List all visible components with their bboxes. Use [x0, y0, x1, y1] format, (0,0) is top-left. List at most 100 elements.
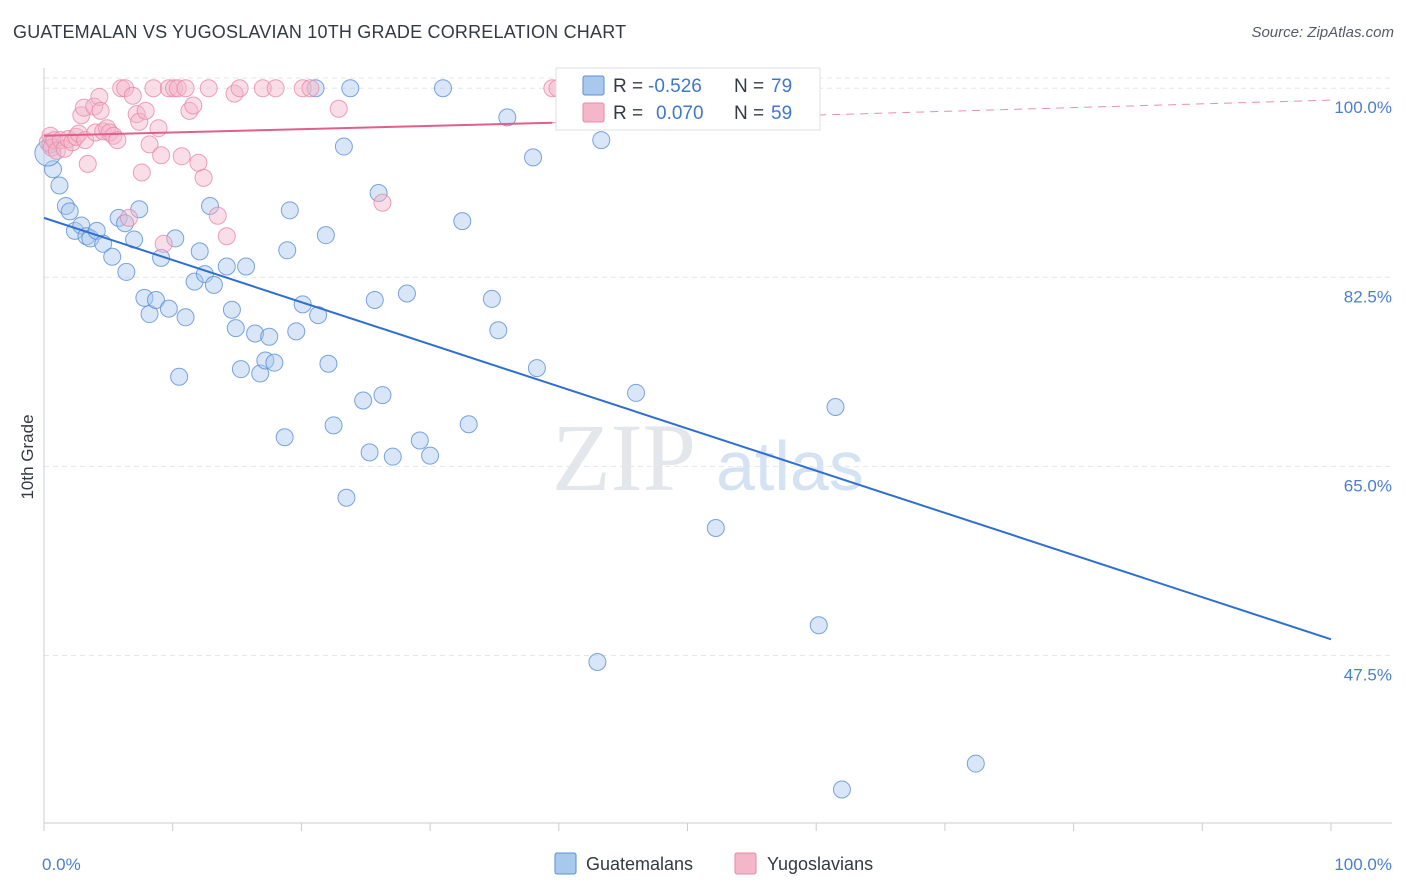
chart-title: GUATEMALAN VS YUGOSLAVIAN 10TH GRADE COR… [13, 22, 627, 42]
y-tick-labels: 100.0% 82.5% 65.0% 47.5% [1334, 98, 1392, 684]
x-tick-label: 0.0% [42, 855, 81, 874]
data-point [194, 168, 213, 187]
data-point [253, 79, 272, 98]
data-point [78, 154, 97, 173]
data-point [189, 153, 208, 172]
data-point [280, 201, 299, 220]
data-point [144, 79, 163, 98]
data-point [217, 257, 236, 276]
data-point [301, 79, 320, 98]
data-point [706, 519, 725, 538]
data-point [140, 135, 159, 154]
axes [43, 68, 1392, 831]
data-point [354, 391, 373, 410]
data-point [76, 131, 95, 150]
data-point [329, 99, 348, 118]
data-point [132, 163, 151, 182]
data-point [176, 308, 195, 327]
data-point [316, 226, 335, 245]
legend-swatch-pink [582, 102, 605, 123]
data-point [184, 96, 203, 115]
legend-pink-n-label: N = [734, 103, 764, 124]
y-tick-label: 82.5% [1344, 287, 1392, 306]
data-point [341, 79, 360, 98]
data-point [172, 147, 191, 166]
data-point [397, 284, 416, 303]
data-point [966, 754, 985, 773]
data-point [498, 108, 517, 127]
x-tick-label: 100.0% [1334, 855, 1392, 874]
watermark-atlas: atlas [716, 427, 864, 505]
data-point [588, 652, 607, 671]
data-point [826, 397, 845, 416]
data-point [159, 299, 178, 318]
data-point [231, 360, 250, 379]
data-point [201, 196, 220, 215]
data-point [383, 447, 402, 466]
data-point [226, 319, 245, 338]
data-point [135, 288, 154, 307]
legend-blue-n-label: N = [734, 76, 764, 97]
data-point [225, 84, 244, 103]
data-point [230, 79, 249, 98]
data-point [275, 428, 294, 447]
data-point [237, 257, 256, 276]
data-point [116, 79, 135, 98]
data-point [117, 262, 136, 281]
data-point [287, 322, 306, 341]
watermark: ZIP atlas [552, 404, 864, 511]
data-point [373, 193, 392, 212]
legend-item-guatemalans-swatch [554, 852, 577, 875]
data-point [809, 616, 828, 635]
legend-pink-r-label: R = [613, 103, 643, 124]
trend-line-yugoslavians [43, 121, 553, 137]
data-point [459, 415, 478, 434]
data-point [103, 247, 122, 266]
data-point [832, 780, 851, 799]
data-point [524, 148, 543, 167]
legend-pink-n-value: 59 [771, 103, 792, 124]
y-axis-label: 10th Grade [18, 414, 37, 499]
data-point [50, 176, 69, 195]
data-point [527, 359, 546, 378]
data-point [592, 131, 611, 150]
data-point [369, 184, 388, 203]
data-point [72, 106, 91, 125]
data-point [130, 112, 149, 131]
data-point [319, 354, 338, 373]
data-point [266, 79, 285, 98]
chart-source: Source: ZipAtlas.com [1251, 24, 1394, 41]
data-point [42, 138, 61, 157]
data-point [410, 431, 429, 450]
legend-blue-r-label: R = [613, 76, 643, 97]
data-point [256, 351, 275, 370]
data-point [337, 488, 356, 507]
legend-blue-n-value: 79 [771, 76, 792, 97]
data-point [421, 446, 440, 465]
stats-legend: R = -0.526 N = 79 R = 0.070 N = 59 [555, 67, 821, 131]
legend-blue-r-value: -0.526 [648, 76, 702, 97]
series-guatemalans [34, 79, 985, 799]
data-point [152, 248, 171, 267]
data-point [91, 101, 110, 120]
data-point [217, 227, 236, 246]
legend-pink-r-value: 0.070 [656, 103, 704, 124]
data-point [47, 141, 66, 160]
legend-item-yugoslavians-swatch [734, 852, 757, 875]
data-point [265, 353, 284, 372]
data-point [260, 327, 279, 346]
data-point [222, 300, 241, 319]
data-point [60, 202, 79, 221]
data-point [190, 242, 209, 261]
data-point [306, 79, 325, 98]
y-tick-label: 65.0% [1344, 476, 1392, 495]
x-tick-labels: 0.0% 100.0% [42, 855, 1392, 874]
data-point [278, 241, 297, 260]
data-point [119, 208, 138, 227]
series-yugoslavians [38, 79, 567, 253]
series-legend: Guatemalans Yugoslavians [554, 852, 873, 875]
data-point [86, 123, 105, 142]
data-point [199, 79, 218, 98]
legend-swatch-blue [582, 75, 605, 96]
data-point [170, 367, 189, 386]
